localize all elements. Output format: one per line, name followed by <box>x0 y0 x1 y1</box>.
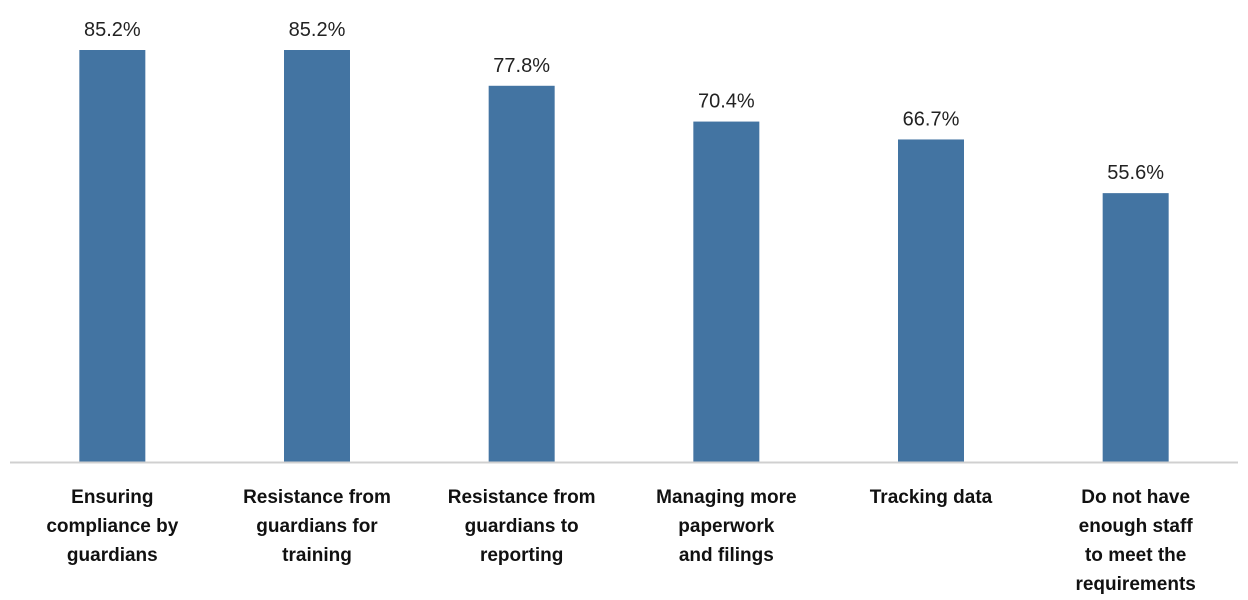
bar-4 <box>693 121 760 462</box>
value-label-3: 77.8% <box>493 55 550 77</box>
category-label-line: paperwork <box>678 516 775 537</box>
bar-2 <box>284 50 350 462</box>
category-labels-group: Ensuring compliance by guardians Resistance… <box>46 487 1196 595</box>
bar-5 <box>898 139 964 463</box>
category-label-line: enough staff <box>1079 516 1194 537</box>
value-label-4: 70.4% <box>698 91 755 113</box>
category-label-line: Ensuring <box>71 487 153 508</box>
category-label-line: Do not have <box>1081 487 1190 508</box>
value-label-1: 85.2% <box>84 19 141 41</box>
category-label-1: Ensuring compliance by guardians <box>46 487 178 566</box>
category-label-4: Managing more paperwork and filings <box>656 487 796 566</box>
category-label-line: guardians <box>67 545 158 566</box>
category-label-line: reporting <box>480 545 563 566</box>
category-label-line: compliance by <box>46 516 178 537</box>
category-label-line: to meet the <box>1085 545 1186 566</box>
category-label-line: Resistance from <box>448 487 596 508</box>
category-label-6: Do not have enough staff to meet the requir… <box>1075 487 1195 595</box>
bar-1 <box>79 50 146 462</box>
category-label-line: Tracking data <box>870 487 993 508</box>
value-labels-group: 85.2% 85.2% 77.8% 70.4% 66.7% 55.6% <box>84 19 1164 184</box>
category-label-2: Resistance from guardians for training <box>243 487 391 566</box>
category-label-line: requirements <box>1075 574 1195 595</box>
category-label-line: and filings <box>679 545 774 566</box>
category-label-3: Resistance from guardians to reporting <box>448 487 596 566</box>
category-label-line: Managing more <box>656 487 796 508</box>
category-label-line: guardians to <box>465 516 579 537</box>
value-label-6: 55.6% <box>1107 162 1164 184</box>
category-label-line: guardians for <box>256 516 378 537</box>
category-label-line: training <box>282 545 352 566</box>
category-label-line: Resistance from <box>243 487 391 508</box>
bars-group <box>79 50 1169 463</box>
bar-3 <box>488 85 555 463</box>
value-label-5: 66.7% <box>903 108 960 130</box>
category-label-5: Tracking data <box>870 487 993 508</box>
bar-6 <box>1102 193 1169 462</box>
value-label-2: 85.2% <box>289 19 346 41</box>
